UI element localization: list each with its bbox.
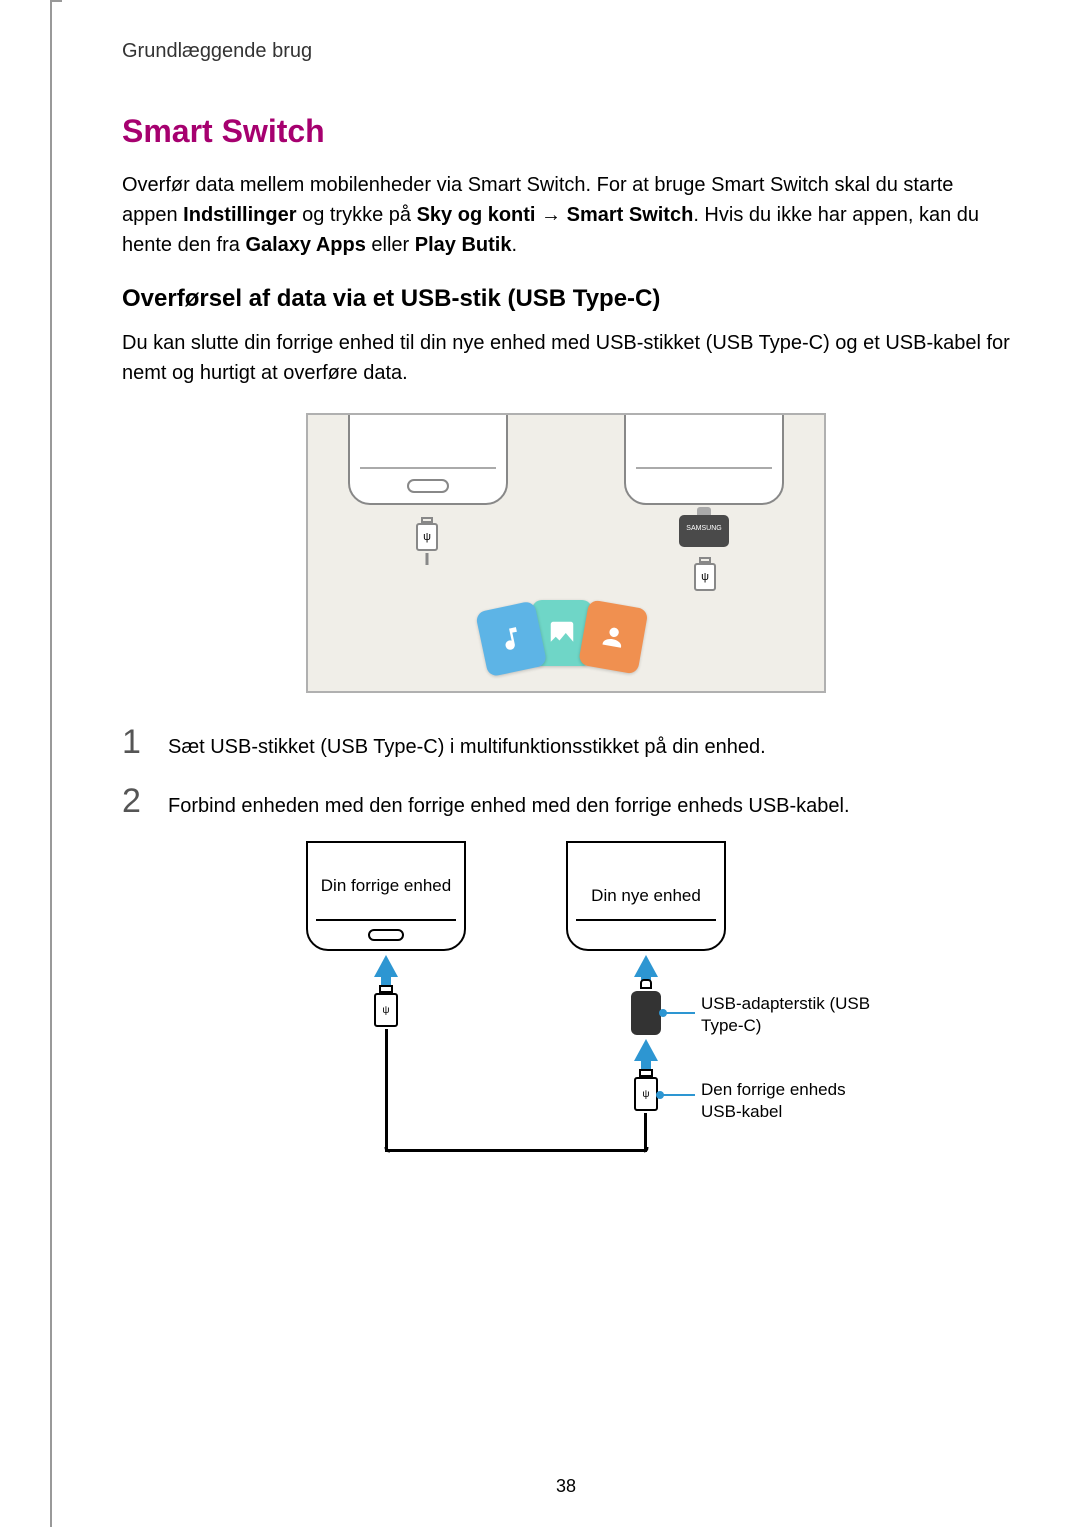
cable-segment bbox=[385, 1029, 388, 1151]
breadcrumb: Grundlæggende brug bbox=[122, 40, 1010, 63]
data-transfer-icons bbox=[488, 600, 644, 666]
bold-play-butik: Play Butik bbox=[415, 234, 512, 256]
adapter-callout-text: USB-adapterstik (USB Type-C) bbox=[701, 994, 870, 1035]
bold-indstillinger: Indstillinger bbox=[183, 204, 296, 226]
screen-edge bbox=[636, 467, 772, 469]
arrow-glyph: → bbox=[535, 204, 566, 226]
arrow-up-icon bbox=[634, 955, 658, 977]
arrow-up-icon bbox=[374, 955, 398, 977]
paragraph-2: Du kan slutte din forrige enhed til din … bbox=[122, 328, 1010, 388]
step-number-2: 2 bbox=[122, 782, 150, 821]
cable-segment bbox=[644, 1113, 647, 1151]
bold-sky-og-konti: Sky og konti bbox=[417, 204, 536, 226]
margin-tick bbox=[50, 0, 62, 2]
cable-callout-text: Den forrige enheds USB-kabel bbox=[701, 1080, 846, 1121]
previous-device-outline: Din forrige enhed bbox=[306, 841, 466, 951]
step-1: 1 Sæt USB-stikket (USB Type-C) i multifu… bbox=[122, 723, 1010, 762]
screen-edge bbox=[576, 919, 716, 921]
intro-paragraph: Overfør data mellem mobilenheder via Sma… bbox=[122, 170, 1010, 260]
page-number: 38 bbox=[556, 1476, 576, 1497]
home-button-icon bbox=[368, 929, 404, 941]
arrow-up-icon bbox=[634, 1039, 658, 1061]
phone-right-illustration bbox=[624, 413, 784, 505]
manual-page: Grundlæggende brug Smart Switch Overfør … bbox=[50, 0, 1080, 1527]
bold-smart-switch: Smart Switch bbox=[567, 204, 694, 226]
adapter-plug-tip bbox=[640, 979, 652, 989]
usb-connector-icon: ψ bbox=[694, 563, 716, 591]
intro-text-5: . bbox=[511, 234, 517, 256]
intro-text-2: og trykke på bbox=[297, 204, 417, 226]
figure-connection-diagram: Din forrige enhed Din nye enhed ψ ψ bbox=[246, 841, 886, 1181]
figure-usb-transfer-illustration: ψ SAMSUNG ψ bbox=[306, 413, 826, 693]
step-2-text: Forbind enheden med den forrige enhed me… bbox=[168, 785, 850, 821]
bold-galaxy-apps: Galaxy Apps bbox=[245, 234, 365, 256]
page-title: Smart Switch bbox=[122, 113, 1010, 150]
usb-connector-left: ψ bbox=[374, 993, 398, 1027]
previous-device-label: Din forrige enhed bbox=[308, 875, 464, 897]
cable-path-icon bbox=[308, 415, 608, 565]
screen-edge bbox=[316, 919, 456, 921]
step-number-1: 1 bbox=[122, 723, 150, 762]
callout-line bbox=[662, 1094, 695, 1096]
plug-tip bbox=[379, 985, 393, 993]
usb-adapter-icon: SAMSUNG bbox=[679, 515, 729, 547]
plug-tip bbox=[699, 557, 711, 563]
callout-line bbox=[665, 1012, 695, 1014]
usb-connector-right: ψ bbox=[634, 1077, 658, 1111]
adapter-brand-label: SAMSUNG bbox=[686, 525, 721, 532]
contact-card-icon bbox=[578, 599, 649, 674]
usb-adapter-outline bbox=[631, 991, 661, 1035]
cable-segment bbox=[385, 1149, 647, 1152]
new-device-outline: Din nye enhed bbox=[566, 841, 726, 951]
subheading: Overførsel af data via et USB-stik (USB … bbox=[122, 285, 1010, 313]
intro-text-4: eller bbox=[366, 234, 415, 256]
cable-callout-label: Den forrige enheds USB-kabel bbox=[701, 1079, 886, 1123]
step-1-text: Sæt USB-stikket (USB Type-C) i multifunk… bbox=[168, 726, 766, 762]
new-device-label: Din nye enhed bbox=[568, 885, 724, 907]
adapter-callout-label: USB-adapterstik (USB Type-C) bbox=[701, 993, 886, 1037]
step-2: 2 Forbind enheden med den forrige enhed … bbox=[122, 782, 1010, 821]
adapter-plug-tip bbox=[697, 507, 711, 515]
plug-tip bbox=[639, 1069, 653, 1077]
